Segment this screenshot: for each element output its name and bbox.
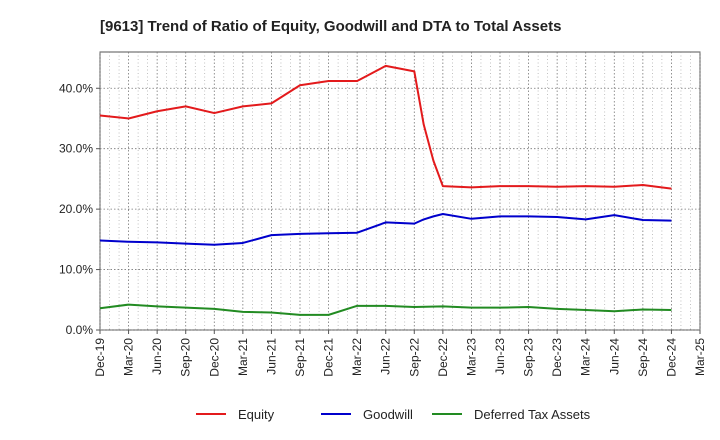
y-tick-label: 20.0% bbox=[59, 202, 93, 216]
x-tick-label: Jun-22 bbox=[379, 338, 393, 375]
legend-label-goodwill: Goodwill bbox=[363, 407, 413, 422]
y-tick-label: 30.0% bbox=[59, 142, 93, 156]
x-tick-label: Dec-23 bbox=[550, 338, 564, 377]
gridlines bbox=[99, 52, 701, 331]
series-group bbox=[99, 64, 672, 316]
plot-area bbox=[99, 51, 701, 331]
x-tick-label: Dec-19 bbox=[93, 338, 107, 377]
y-axis: 0.0% 10.0% 20.0% 30.0% 40.0% bbox=[59, 81, 100, 337]
legend-label-deferred-tax-assets: Deferred Tax Assets bbox=[474, 407, 591, 422]
series-line-goodwill bbox=[99, 212, 672, 246]
x-tick-label: Jun-21 bbox=[264, 338, 278, 375]
x-tick-label: Sep-23 bbox=[522, 338, 536, 377]
x-tick-label: Sep-22 bbox=[407, 338, 421, 377]
series-line-deferred-tax-assets bbox=[99, 303, 672, 316]
y-tick-label: 40.0% bbox=[59, 81, 93, 95]
x-tick-label: Jun-23 bbox=[493, 338, 507, 375]
x-tick-label: Sep-20 bbox=[179, 338, 193, 377]
x-tick-label: Mar-22 bbox=[350, 338, 364, 376]
y-tick-label: 10.0% bbox=[59, 263, 93, 277]
x-tick-label: Sep-21 bbox=[293, 338, 307, 377]
legend: Equity Goodwill Deferred Tax Assets bbox=[196, 407, 591, 422]
x-tick-label: Dec-24 bbox=[664, 338, 678, 377]
x-tick-label: Jun-24 bbox=[607, 338, 621, 375]
x-axis: Dec-19 Mar-20 Jun-20 Sep-20 Dec-20 Mar-21 Jun-… bbox=[93, 330, 707, 377]
legend-label-equity: Equity bbox=[238, 407, 275, 422]
chart-title: [9613] Trend of Ratio of Equity, Goodwil… bbox=[100, 18, 561, 35]
x-tick-label: Mar-24 bbox=[579, 338, 593, 376]
x-tick-label: Dec-22 bbox=[436, 338, 450, 377]
x-tick-label: Sep-24 bbox=[636, 338, 650, 377]
x-tick-label: Dec-20 bbox=[207, 338, 221, 377]
x-tick-label: Mar-25 bbox=[693, 338, 707, 376]
x-tick-label: Mar-23 bbox=[464, 338, 478, 376]
x-tick-label: Jun-20 bbox=[150, 338, 164, 375]
x-tick-label: Mar-20 bbox=[122, 338, 136, 376]
x-tick-label: Dec-21 bbox=[322, 338, 336, 377]
y-tick-label: 0.0% bbox=[66, 323, 94, 337]
x-tick-label: Mar-21 bbox=[236, 338, 250, 376]
series-line-equity bbox=[99, 64, 672, 190]
